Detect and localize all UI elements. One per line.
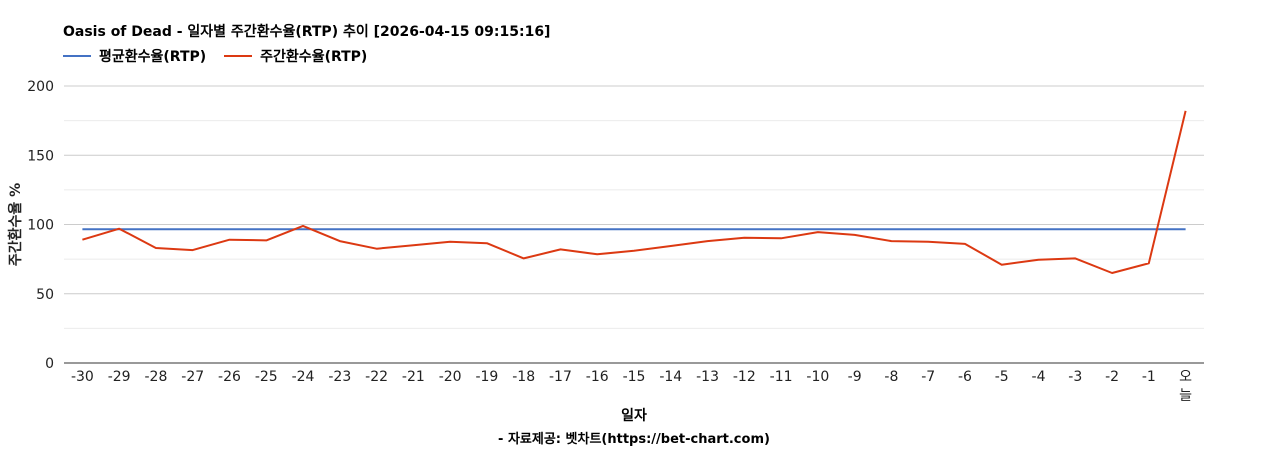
legend-swatch-average — [63, 55, 91, 57]
x-tick-label: -10 — [806, 369, 829, 385]
chart-title: Oasis of Dead - 일자별 주간환수율(RTP) 추이 [2026-… — [63, 24, 551, 40]
x-axis-title: 일자 — [621, 408, 647, 424]
series-layer — [82, 110, 1187, 274]
legend-item-average[interactable]: 평균환수율(RTP) — [63, 46, 206, 66]
y-tick-label: 50 — [36, 287, 54, 303]
x-tick-label: -30 — [71, 369, 94, 385]
x-tick-label: -9 — [848, 369, 862, 385]
x-tick-label: -8 — [884, 369, 898, 385]
x-tick-label: -21 — [402, 369, 425, 385]
legend-item-weekly[interactable]: 주간환수율(RTP) — [224, 46, 367, 66]
x-tick-label: -20 — [439, 369, 462, 385]
series-line-1 — [82, 110, 1187, 274]
x-tick-label: -22 — [365, 369, 388, 385]
x-tick-label: -12 — [733, 369, 756, 385]
x-tick-label: -11 — [770, 369, 793, 385]
x-tick-label: -19 — [475, 369, 498, 385]
x-tick-label: -25 — [255, 369, 278, 385]
x-tick-label: -1 — [1142, 369, 1156, 385]
grid-layer — [64, 85, 1204, 329]
x-tick-label: -29 — [108, 369, 131, 385]
x-tick-label: -27 — [181, 369, 204, 385]
x-tick-label: -26 — [218, 369, 241, 385]
y-tick-label: 0 — [45, 356, 54, 372]
x-tick-label: -17 — [549, 369, 572, 385]
x-tick-label: -28 — [144, 369, 167, 385]
x-tick-label: -23 — [328, 369, 351, 385]
legend-swatch-weekly — [224, 55, 253, 57]
legend-label-weekly: 주간환수율(RTP) — [260, 49, 368, 65]
x-tick-label: -24 — [292, 369, 315, 385]
x-tick-label: -7 — [921, 369, 935, 385]
x-tick-label: -14 — [659, 369, 682, 385]
x-tick-label: -16 — [586, 369, 609, 385]
x-tick-label: -6 — [958, 369, 972, 385]
x-tick-label: -4 — [1032, 369, 1046, 385]
x-tick-label: -2 — [1105, 369, 1119, 385]
y-axis-title: 주간환수율 % — [7, 183, 24, 266]
x-tick-label: 늘 — [1179, 388, 1192, 404]
y-tick-label: 150 — [27, 148, 54, 164]
y-tick-label: 100 — [27, 218, 54, 234]
x-tick-label: -15 — [623, 369, 646, 385]
x-tick-label: 오 — [1179, 369, 1192, 385]
x-tick-label: -3 — [1068, 369, 1082, 385]
source-note: - 자료제공: 벳차트(https://bet-chart.com) — [498, 432, 770, 447]
x-tick-label: -18 — [512, 369, 535, 385]
x-tick-label: -13 — [696, 369, 719, 385]
x-tick-label: -5 — [995, 369, 1009, 385]
legend: 평균환수율(RTP) 주간환수율(RTP) — [63, 46, 385, 66]
legend-label-average: 평균환수율(RTP) — [99, 49, 207, 65]
y-tick-label: 200 — [27, 79, 54, 95]
